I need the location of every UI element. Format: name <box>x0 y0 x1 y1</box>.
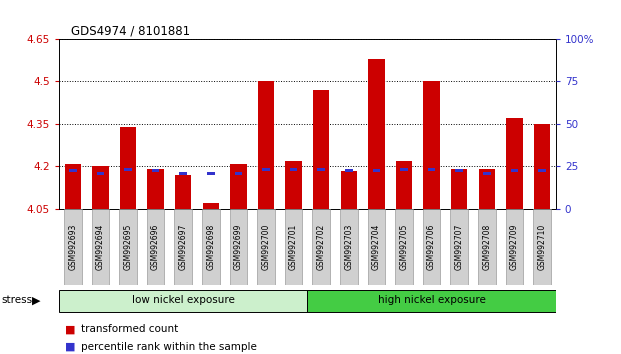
Text: GSM992703: GSM992703 <box>344 224 353 270</box>
Bar <box>120 127 136 209</box>
Bar <box>506 118 523 209</box>
FancyBboxPatch shape <box>91 209 109 285</box>
Bar <box>285 161 302 209</box>
FancyBboxPatch shape <box>395 209 413 285</box>
Text: stress: stress <box>2 295 33 306</box>
Text: GSM992708: GSM992708 <box>483 224 491 270</box>
Bar <box>340 171 357 209</box>
Bar <box>235 172 242 175</box>
Text: GSM992696: GSM992696 <box>151 224 160 270</box>
FancyBboxPatch shape <box>423 209 440 285</box>
FancyBboxPatch shape <box>533 209 551 285</box>
Text: transformed count: transformed count <box>81 324 178 334</box>
FancyBboxPatch shape <box>257 209 275 285</box>
FancyBboxPatch shape <box>119 209 137 285</box>
FancyBboxPatch shape <box>59 290 307 312</box>
Bar <box>147 169 164 209</box>
Text: GSM992702: GSM992702 <box>317 224 325 270</box>
Bar <box>97 172 104 175</box>
Text: ▶: ▶ <box>32 295 41 306</box>
Text: GSM992697: GSM992697 <box>179 224 188 270</box>
Bar <box>262 167 270 171</box>
Text: GSM992694: GSM992694 <box>96 224 105 270</box>
Bar <box>207 172 214 175</box>
Bar <box>313 90 330 209</box>
Text: GSM992695: GSM992695 <box>124 224 132 270</box>
Text: ■: ■ <box>65 342 76 352</box>
FancyBboxPatch shape <box>478 209 496 285</box>
Text: GSM992706: GSM992706 <box>427 224 436 270</box>
Bar <box>92 166 109 209</box>
FancyBboxPatch shape <box>175 209 192 285</box>
Text: GSM992693: GSM992693 <box>68 224 77 270</box>
Bar <box>290 167 297 171</box>
Bar <box>230 164 247 209</box>
Bar <box>396 161 412 209</box>
FancyBboxPatch shape <box>307 290 556 312</box>
Text: GSM992700: GSM992700 <box>261 224 271 270</box>
Text: ■: ■ <box>65 324 76 334</box>
Text: GSM992705: GSM992705 <box>399 224 409 270</box>
Bar <box>373 169 380 172</box>
FancyBboxPatch shape <box>505 209 524 285</box>
Bar <box>510 169 518 172</box>
Bar <box>317 167 325 171</box>
Text: GSM992709: GSM992709 <box>510 224 519 270</box>
Bar <box>455 169 463 172</box>
Bar <box>424 81 440 209</box>
Bar <box>368 59 384 209</box>
Bar <box>152 169 160 172</box>
FancyBboxPatch shape <box>202 209 220 285</box>
Text: GDS4974 / 8101881: GDS4974 / 8101881 <box>71 25 191 38</box>
FancyBboxPatch shape <box>147 209 165 285</box>
Bar <box>258 81 274 209</box>
Bar <box>538 169 546 172</box>
Text: GSM992699: GSM992699 <box>234 224 243 270</box>
Bar <box>175 175 191 209</box>
Text: low nickel exposure: low nickel exposure <box>132 295 235 306</box>
Text: GSM992704: GSM992704 <box>372 224 381 270</box>
Bar <box>69 169 76 172</box>
Text: GSM992707: GSM992707 <box>455 224 464 270</box>
FancyBboxPatch shape <box>312 209 330 285</box>
Text: GSM992710: GSM992710 <box>538 224 546 270</box>
Bar <box>65 164 81 209</box>
FancyBboxPatch shape <box>340 209 358 285</box>
Bar <box>124 167 132 171</box>
Bar <box>451 169 468 209</box>
Bar <box>345 169 353 172</box>
FancyBboxPatch shape <box>285 209 302 285</box>
Text: GSM992698: GSM992698 <box>206 224 215 270</box>
FancyBboxPatch shape <box>450 209 468 285</box>
FancyBboxPatch shape <box>64 209 81 285</box>
Text: percentile rank within the sample: percentile rank within the sample <box>81 342 256 352</box>
Text: GSM992701: GSM992701 <box>289 224 298 270</box>
FancyBboxPatch shape <box>230 209 247 285</box>
Bar <box>428 167 435 171</box>
Bar <box>401 167 408 171</box>
FancyBboxPatch shape <box>368 209 385 285</box>
Bar <box>202 203 219 209</box>
Bar <box>479 169 495 209</box>
Bar <box>483 172 491 175</box>
Bar <box>533 124 550 209</box>
Bar <box>179 172 187 175</box>
Text: high nickel exposure: high nickel exposure <box>378 295 486 306</box>
